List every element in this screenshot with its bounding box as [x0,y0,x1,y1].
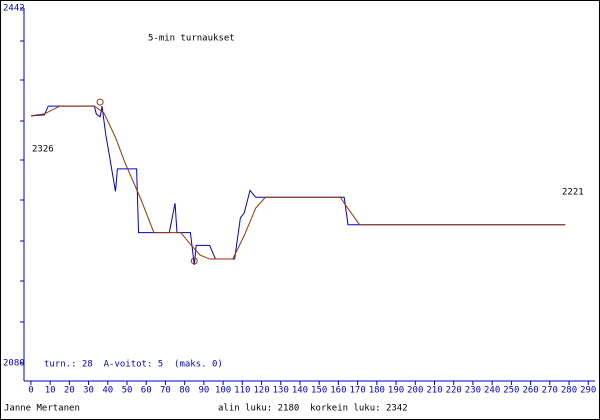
chart-title: 5-min turnaukset [148,34,235,44]
player: Janne Mertanen [4,404,80,414]
x-tick-label: 190 [388,386,404,396]
x-tick-label: 130 [273,386,289,396]
x-tick-label: 50 [122,386,133,396]
x-tick-label: 140 [292,386,308,396]
x-tick-label: 240 [484,386,500,396]
x-tick-label: 100 [215,386,231,396]
x-tick-label: 0 [28,386,33,396]
x-tick-label: 70 [160,386,171,396]
marker [190,257,198,265]
x-tick-label: 290 [580,386,596,396]
series-line [30,105,566,260]
x-tick-label: 80 [179,386,190,396]
x-tick-label: 160 [330,386,346,396]
range-text: alin luku: 2180 korkein luku: 2342 [218,404,408,414]
marker [96,98,104,106]
y-tick-label: 2080 [3,359,25,369]
x-tick-label: 280 [561,386,577,396]
x-tick-label: 210 [426,386,442,396]
x-tick-label: 150 [311,386,327,396]
x-tick-label: 20 [64,386,75,396]
x-tick-label: 60 [141,386,152,396]
minor-ticks [20,40,24,323]
x-tick-label: 110 [234,386,250,396]
x-tick-label: 90 [198,386,209,396]
x-tick-label: 170 [349,386,365,396]
x-tick-label: 120 [253,386,269,396]
y-tick-label: 2442 [3,4,25,14]
x-tick-label: 250 [503,386,519,396]
annotation: 2221 [562,188,584,198]
annotation: 2326 [32,145,54,155]
x-tick-label: 10 [45,386,56,396]
x-tick-label: 200 [407,386,423,396]
x-tick-label: 40 [102,386,113,396]
series-line [30,105,566,265]
x-tick-label: 180 [369,386,385,396]
x-tick-label: 260 [522,386,538,396]
x-tick-label: 230 [465,386,481,396]
x-tick-label: 220 [446,386,462,396]
stats: turn.: 28 A-voitot: 5 (maks. 0) [44,360,223,370]
x-tick-label: 270 [542,386,558,396]
x-tick-label: 30 [83,386,94,396]
